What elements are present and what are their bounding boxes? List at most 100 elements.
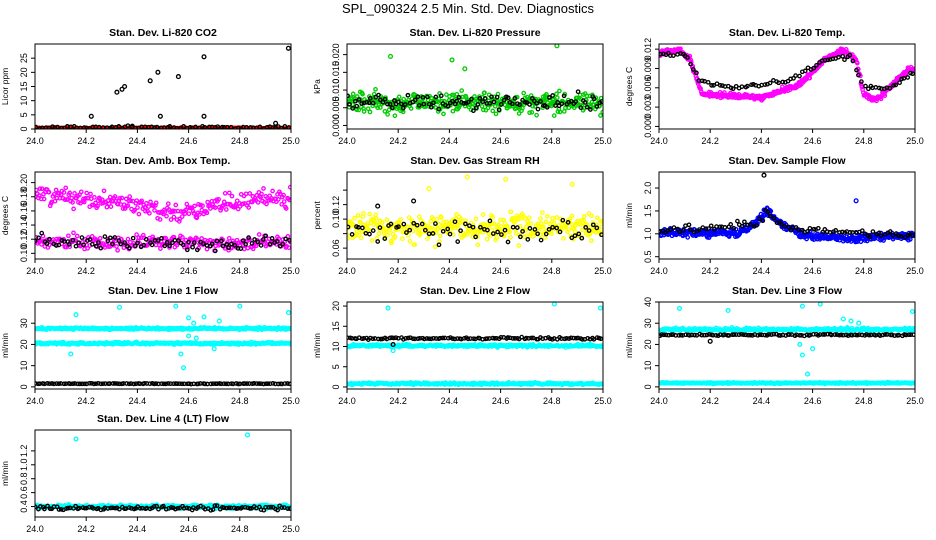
data-point <box>807 75 813 81</box>
data-point <box>439 98 445 104</box>
chart-title: Stan. Dev. Li-820 CO2 <box>109 27 217 39</box>
data-point <box>367 335 373 341</box>
data-point <box>480 99 485 105</box>
data-point <box>430 231 436 236</box>
data-point <box>215 124 221 129</box>
data-point <box>551 113 557 118</box>
data-point <box>69 195 75 201</box>
data-point-outlier <box>273 120 279 126</box>
data-point <box>401 96 407 102</box>
data-point <box>186 239 191 245</box>
data-point <box>694 70 699 76</box>
data-point <box>482 90 487 96</box>
data-point <box>401 221 407 227</box>
data-point <box>554 91 559 97</box>
series-series-1 <box>347 302 603 354</box>
data-point <box>578 105 584 110</box>
series-series-1 <box>659 302 915 377</box>
data-point <box>485 222 491 228</box>
data-point <box>856 72 861 78</box>
data-point <box>274 239 280 244</box>
data-point <box>745 83 750 89</box>
data-point <box>132 207 137 213</box>
data-point <box>222 190 228 196</box>
data-point <box>256 232 262 237</box>
data-point <box>807 225 813 231</box>
data-point <box>728 222 734 227</box>
data-point <box>404 230 409 235</box>
data-point <box>469 96 474 102</box>
data-point <box>428 104 434 110</box>
data-point <box>87 380 92 386</box>
data-point <box>479 103 485 109</box>
data-point <box>686 222 692 228</box>
data-point <box>668 227 674 232</box>
data-point <box>538 216 543 222</box>
data-point <box>364 99 370 105</box>
data-point <box>384 217 390 223</box>
data-point <box>565 220 571 225</box>
data-point <box>144 201 149 206</box>
data-points <box>35 45 291 129</box>
data-point <box>68 381 73 387</box>
data-point <box>347 235 351 241</box>
data-point <box>176 219 182 224</box>
data-point <box>367 95 373 101</box>
data-point <box>282 381 288 386</box>
data-point <box>897 80 902 86</box>
data-point <box>717 83 723 88</box>
data-point <box>226 245 232 251</box>
y-tick-label: 30 <box>19 318 29 328</box>
data-point <box>56 242 62 248</box>
data-point <box>811 65 817 71</box>
data-point-outlier <box>68 351 74 357</box>
data-point <box>270 125 276 129</box>
data-point <box>136 211 142 217</box>
data-point <box>356 232 361 238</box>
data-point <box>172 237 178 243</box>
data-point <box>174 381 180 387</box>
data-point <box>822 227 828 232</box>
data-point <box>405 92 411 98</box>
x-tick-label: 24.8 <box>543 136 561 146</box>
data-point <box>280 241 286 247</box>
data-point <box>56 381 62 387</box>
data-point <box>375 239 381 244</box>
data-point <box>532 227 538 232</box>
data-point <box>911 326 915 331</box>
data-point <box>95 203 100 209</box>
data-point <box>833 228 839 233</box>
data-point <box>285 381 290 386</box>
data-point-outlier <box>186 315 192 321</box>
data-point <box>50 124 55 129</box>
data-point <box>544 104 550 110</box>
data-point-outlier <box>186 333 192 339</box>
data-point <box>814 62 819 68</box>
data-point <box>554 225 560 231</box>
data-point <box>557 88 562 94</box>
data-point <box>896 233 902 239</box>
data-point <box>219 238 224 244</box>
data-point <box>98 381 104 387</box>
data-point-outlier <box>178 351 184 357</box>
data-point <box>561 236 566 241</box>
data-point <box>780 79 786 85</box>
data-point <box>224 242 230 247</box>
data-point <box>158 246 163 251</box>
data-point <box>706 226 711 231</box>
y-tick-label: 2.0 <box>643 182 653 195</box>
data-point <box>142 204 148 210</box>
data-point <box>767 80 773 86</box>
data-point <box>131 381 137 387</box>
data-point <box>495 229 500 235</box>
data-point <box>586 211 592 216</box>
data-point <box>167 124 173 129</box>
data-point <box>523 224 529 230</box>
data-point-outlier <box>237 303 243 309</box>
data-point <box>143 237 149 242</box>
data-point <box>79 235 85 240</box>
plot-frame <box>346 301 604 390</box>
data-point <box>576 231 582 237</box>
data-point <box>70 200 75 205</box>
